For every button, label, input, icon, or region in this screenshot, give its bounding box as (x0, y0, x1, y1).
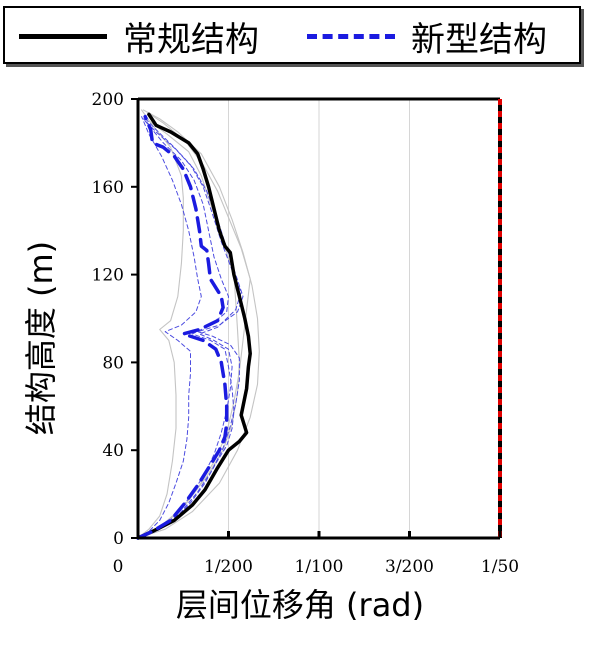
series-line-thin-6 (137, 120, 235, 539)
series-line-thin-2 (137, 109, 260, 539)
y-tick-label-5: 200 (92, 90, 124, 110)
x-tick-label-1: 1/200 (204, 557, 253, 577)
y-tick-label-2: 80 (102, 353, 124, 373)
y-tick-label-4: 160 (92, 178, 124, 198)
legend-swatch-dashed (307, 33, 395, 39)
legend-swatch-solid (19, 33, 107, 39)
x-tick-label-0: 0 (113, 557, 124, 577)
x-tick-label-4: 1/50 (481, 557, 519, 577)
series-line-thin-5 (137, 111, 251, 539)
x-axis-title: 层间位移角 (rad) (176, 586, 424, 624)
y-tick-label-1: 40 (102, 441, 124, 461)
series-line-thin-9 (137, 118, 244, 539)
axes (131, 97, 502, 540)
y-axis-title: 结构高度 (m) (22, 241, 60, 435)
legend-label-new: 新型结构 (411, 19, 547, 60)
series-line-thin-3 (137, 109, 184, 539)
legend-label-conventional: 常规结构 (123, 19, 259, 60)
y-tick-label-0: 0 (113, 529, 124, 549)
legend-item-conventional: 常规结构 (19, 14, 259, 60)
series-line-conventional (136, 112, 252, 540)
tick-labels: 0 40 80 120 160 200 0 1/200 1/100 3/200 1/50 (92, 90, 520, 577)
x-tick-label-3: 3/200 (385, 557, 434, 577)
legend-item-new: 新型结构 (307, 14, 547, 60)
series-layer (136, 109, 260, 540)
x-tick-label-2: 1/100 (295, 557, 344, 577)
series-line-new (136, 114, 229, 540)
gridlines (228, 99, 410, 538)
y-tick-label-3: 120 (92, 266, 124, 286)
series-line-thin-8 (137, 116, 242, 539)
chart-legend: 常规结构 新型结构 (3, 6, 581, 64)
series-line-thin-7 (137, 116, 202, 539)
